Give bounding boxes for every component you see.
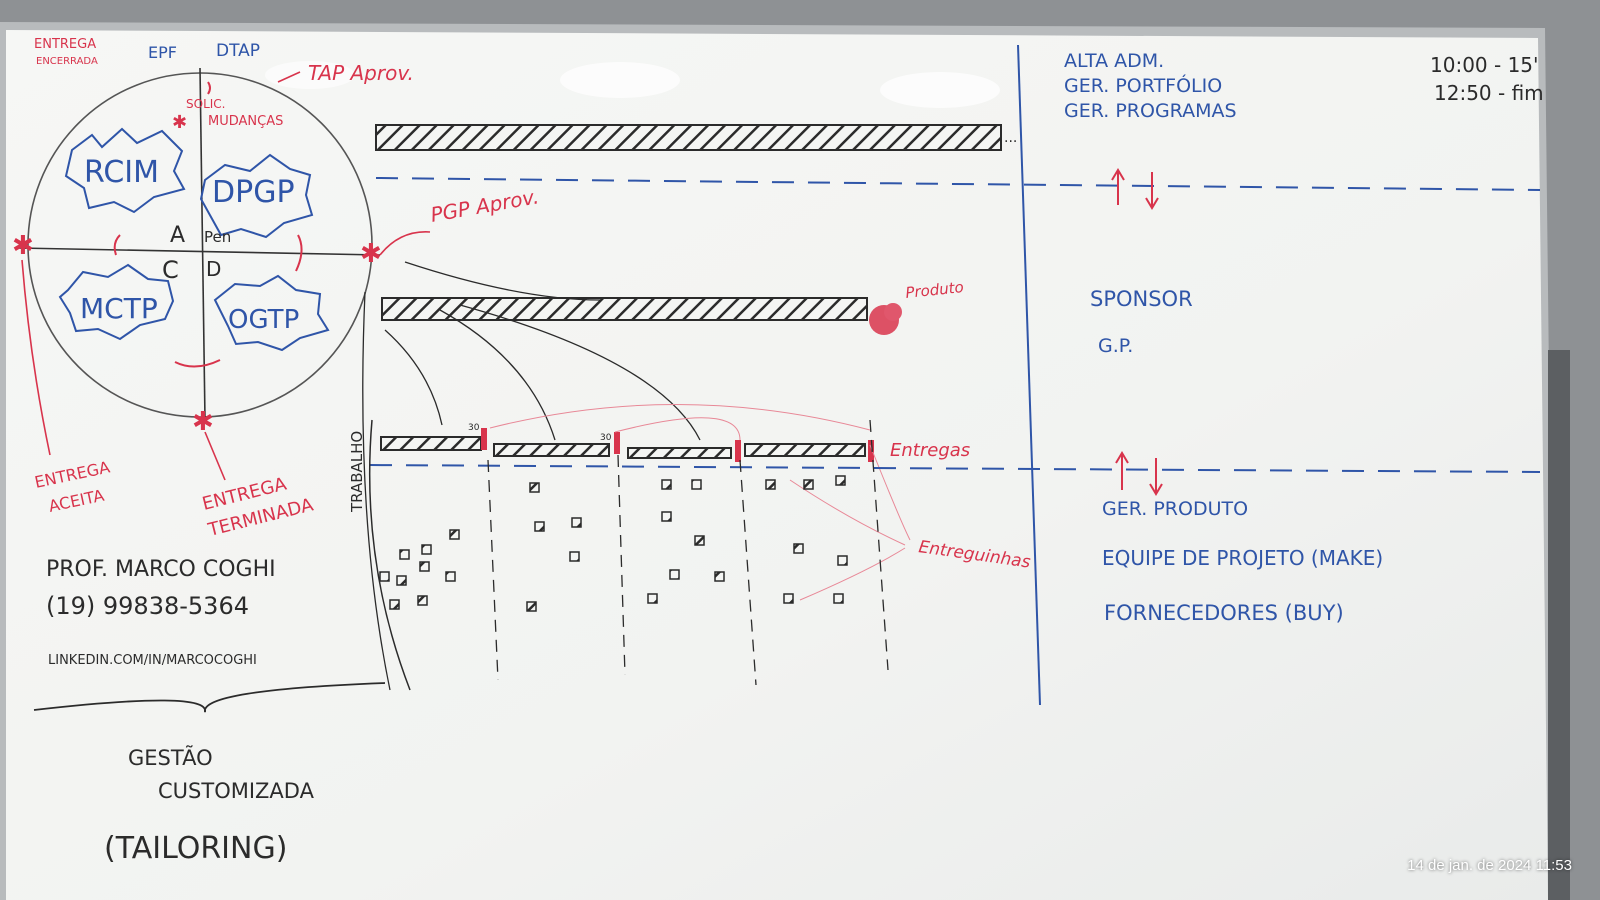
role-ger-produto: GER. PRODUTO — [1102, 498, 1248, 520]
role-gp: G.P. — [1098, 335, 1133, 357]
center-d-label: D — [206, 257, 221, 281]
time-1: 10:00 - 15' — [1430, 53, 1539, 77]
professor-phone: (19) 99838-5364 — [46, 592, 249, 620]
produto-blob — [884, 303, 902, 321]
gestao-label: GESTÃO — [128, 744, 213, 770]
entrega-encerrada-label: ENTREGA — [34, 37, 96, 52]
portfolio-bar — [376, 125, 1001, 150]
role-equipe-projeto: EQUIPE DE PROJETO (MAKE) — [1102, 546, 1383, 570]
marker-30: 30 — [468, 423, 480, 433]
ogtp-label: OGTP — [228, 305, 299, 335]
role-sponsor: SPONSOR — [1090, 287, 1193, 311]
center-pen-label: Pen — [204, 228, 231, 246]
entrega-encerrada-label-2: ENCERRADA — [36, 56, 98, 67]
star-mark: ✱ — [172, 112, 187, 133]
star-mark: ✱ — [360, 239, 382, 269]
star-mark: ✱ — [12, 231, 34, 261]
light-glare — [880, 72, 1000, 108]
dtap-label: DTAP — [216, 41, 260, 61]
role-fornecedores: FORNECEDORES (BUY) — [1104, 601, 1344, 625]
tailoring-label: (TAILORING) — [104, 831, 287, 866]
board-surface — [6, 30, 1548, 900]
entregas-label: Entregas — [890, 440, 970, 461]
time-2: 12:50 - fim — [1434, 81, 1544, 105]
marker-30: 30 — [600, 433, 612, 443]
role-ger-programas: GER. PROGRAMAS — [1064, 100, 1237, 122]
professor-name: PROF. MARCO COGHI — [46, 557, 276, 582]
board-side-shadow — [1548, 350, 1570, 900]
center-c-label: C — [162, 256, 179, 284]
linkedin-url: LINKEDIN.COM/IN/MARCOCOGHI — [48, 653, 257, 668]
epf-label: EPF — [148, 43, 177, 62]
trabalho-label: TRABALHO — [348, 431, 366, 513]
role-alta-adm: ALTA ADM. — [1064, 50, 1164, 72]
solic-label: SOLIC. — [186, 97, 225, 111]
ellipsis-mark: ... — [1004, 130, 1017, 146]
center-a-label: A — [170, 223, 185, 248]
project-bar — [382, 298, 867, 320]
dpgp-label: DPGP — [212, 175, 295, 210]
photo-timestamp: 14 de jan. de 2024 11:53 — [1407, 857, 1572, 874]
mudancas-label: MUDANÇAS — [208, 114, 283, 129]
light-glare — [560, 62, 680, 98]
star-mark: ✱ — [192, 407, 214, 437]
rcim-label: RCIM — [84, 155, 159, 190]
role-ger-portfolio: GER. PORTFÓLIO — [1064, 73, 1222, 97]
mctp-label: MCTP — [80, 292, 158, 325]
customizada-label: CUSTOMIZADA — [158, 779, 315, 803]
tap-aprov-label: TAP Aprov. — [308, 61, 414, 85]
